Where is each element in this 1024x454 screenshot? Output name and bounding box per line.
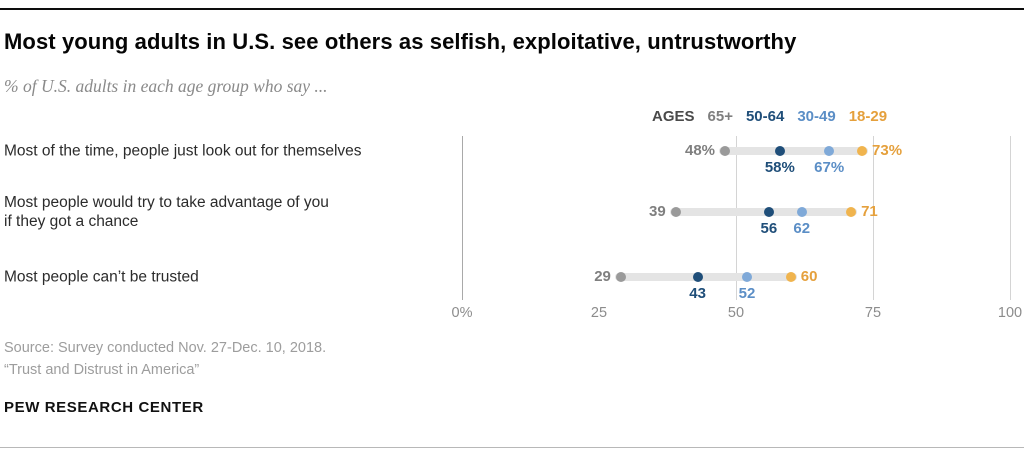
gridline-0	[461, 136, 463, 300]
dot-50-64	[763, 207, 774, 217]
category-label: Most people can’t be trusted	[4, 268, 199, 286]
chart-title: Most young adults in U.S. see others as …	[4, 29, 797, 54]
x-tick-label: 100	[997, 305, 1023, 321]
legend-item-30-49: 30-49	[797, 108, 836, 125]
value-label-65+: 29	[594, 268, 611, 285]
category-label: Most of the time, people just look out f…	[4, 142, 362, 160]
source-line-2: “Trust and Distrust in America”	[4, 362, 200, 378]
gridline-75	[872, 136, 874, 300]
x-tick-label: 25	[590, 305, 608, 321]
gridline-100	[1009, 136, 1011, 300]
legend-item-65+: 65+	[707, 108, 733, 125]
value-label-30-49: 67%	[814, 159, 845, 176]
connector-bar	[614, 273, 797, 281]
dot-65+	[670, 207, 681, 217]
value-label-50-64: 58%	[764, 159, 795, 176]
value-label-30-49: 62	[793, 220, 811, 237]
dot-18-29	[785, 272, 796, 282]
x-tick-label: 0%	[451, 305, 473, 321]
gridline-50	[735, 136, 737, 300]
dot-30-49	[824, 146, 835, 156]
bottom-rule	[0, 447, 1024, 448]
value-label-65+: 39	[649, 203, 666, 220]
legend-item-50-64: 50-64	[745, 108, 785, 125]
dot-30-49	[796, 207, 807, 217]
dot-65+	[615, 272, 626, 282]
value-label-65+: 48%	[685, 142, 716, 159]
chart-subtitle: % of U.S. adults in each age group who s…	[4, 76, 328, 96]
dot-50-64	[774, 146, 785, 156]
value-label-30-49: 52	[738, 285, 756, 302]
value-label-18-29: 71	[861, 203, 878, 220]
x-tick-label: 50	[727, 305, 745, 321]
connector-bar	[669, 208, 858, 216]
brand: PEW RESEARCH CENTER	[4, 399, 204, 416]
legend: AGES 65+ 50-64 30-49 18-29	[652, 108, 887, 125]
value-label-50-64: 43	[689, 285, 706, 302]
legend-ages-label: AGES	[652, 108, 695, 125]
value-label-18-29: 73%	[872, 142, 903, 159]
dot-65+	[720, 146, 731, 156]
value-label-18-29: 60	[800, 268, 818, 285]
dot-18-29	[857, 146, 868, 156]
source-line-1: Source: Survey conducted Nov. 27-Dec. 10…	[4, 340, 327, 356]
x-tick-label: 75	[864, 305, 882, 321]
dot-30-49	[741, 272, 752, 282]
top-rule	[0, 8, 1024, 10]
legend-item-18-29: 18-29	[848, 108, 888, 125]
category-label: Most people would try to take advantage …	[4, 194, 329, 230]
value-label-50-64: 56	[760, 220, 778, 237]
connector-bar	[719, 147, 869, 155]
dot-18-29	[846, 207, 857, 217]
dot-50-64	[692, 272, 703, 282]
